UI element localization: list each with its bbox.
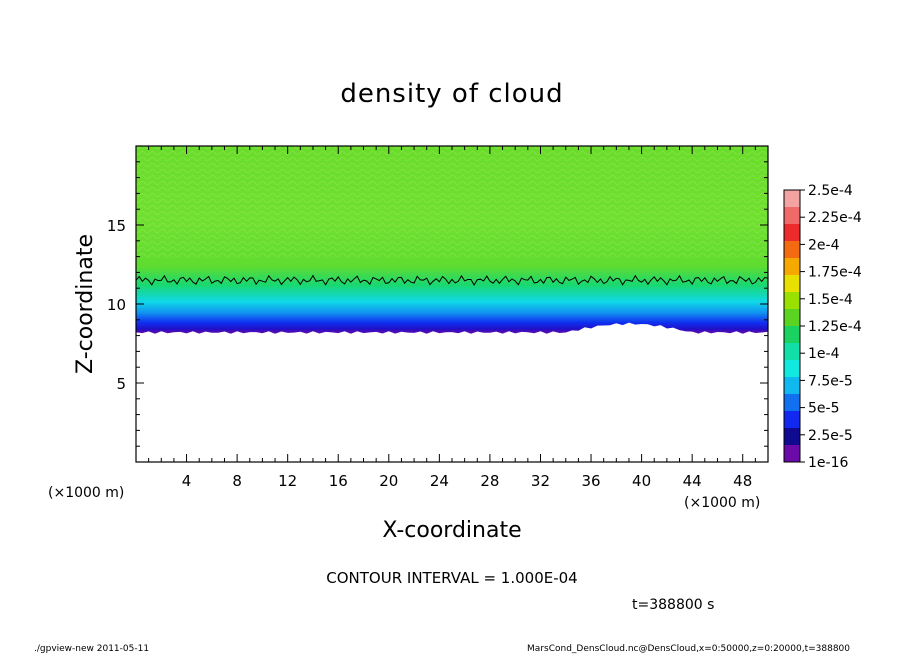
colorbar-swatch: [784, 224, 800, 242]
x-tick-label: 40: [632, 472, 651, 490]
x-tick-label: 32: [531, 472, 550, 490]
x-tick-label: 24: [430, 472, 449, 490]
colorbar-swatch: [784, 275, 800, 293]
x-tick-label: 12: [278, 472, 297, 490]
colorbar-label: 2.25e-4: [808, 210, 862, 226]
x-unit-right: (×1000 m): [684, 495, 760, 511]
x-tick-label: 48: [733, 472, 752, 490]
colorbar-swatch: [784, 445, 800, 463]
time-label: t=388800 s: [632, 597, 714, 613]
contour-line: [136, 274, 768, 286]
colorbar-swatch: [784, 394, 800, 412]
colorbar-swatch: [784, 411, 800, 429]
x-tick-label: 4: [182, 472, 192, 490]
x-axis-label: X-coordinate: [382, 518, 521, 543]
x-tick-label: 20: [379, 472, 398, 490]
colorbar-swatch: [784, 292, 800, 310]
y-tick-label: 15: [107, 217, 126, 235]
x-tick-label: 36: [581, 472, 600, 490]
colorbar-label: 1e-4: [808, 346, 840, 362]
colorbar-label: 2.5e-4: [808, 183, 853, 199]
x-tick-label: 16: [329, 472, 348, 490]
x-tick-label: 8: [232, 472, 242, 490]
x-unit-left: (×1000 m): [48, 485, 124, 501]
y-tick-label: 10: [107, 296, 126, 314]
plot-area: [136, 146, 768, 462]
colorbar-swatch: [784, 360, 800, 378]
colorbar-label: 2e-4: [808, 237, 840, 253]
colorbar-swatch: [784, 326, 800, 344]
footer-left: ./gpview-new 2011-05-11: [34, 644, 149, 654]
colorbar-label: 1e-16: [808, 455, 848, 471]
colorbar-swatch: [784, 241, 800, 259]
colorbar-swatch: [784, 190, 800, 208]
colorbar-label: 2.5e-5: [808, 428, 853, 444]
colorbar-swatch: [784, 428, 800, 446]
density-texture: [136, 146, 768, 257]
colorbar-label: 1.25e-4: [808, 319, 862, 335]
colorbar-label: 5e-5: [808, 401, 839, 417]
x-tick-label: 44: [683, 472, 702, 490]
colorbar-swatch: [784, 309, 800, 327]
colorbar: 2.5e-4 2.25e-4 2e-4 1.75e-4 1.5e-4 1.25e-4 1e-…: [783, 183, 862, 471]
colorbar-swatch: [784, 343, 800, 361]
colorbar-swatch: [784, 377, 800, 395]
chart-title: density of cloud: [340, 79, 563, 109]
contour-interval: CONTOUR INTERVAL = 1.000E-04: [326, 569, 577, 587]
footer-right: MarsCond_DensCloud.nc@DensCloud,x=0:5000…: [527, 644, 850, 654]
y-axis-label: Z-coordinate: [73, 234, 98, 374]
colorbar-swatch: [784, 207, 800, 225]
x-tick-label: 28: [480, 472, 499, 490]
colorbar-swatch: [784, 258, 800, 276]
colorbar-label: 1.5e-4: [808, 292, 853, 308]
y-tick-label: 5: [116, 375, 126, 393]
colorbar-label: 7.5e-5: [808, 373, 853, 389]
colorbar-label: 1.75e-4: [808, 265, 862, 281]
